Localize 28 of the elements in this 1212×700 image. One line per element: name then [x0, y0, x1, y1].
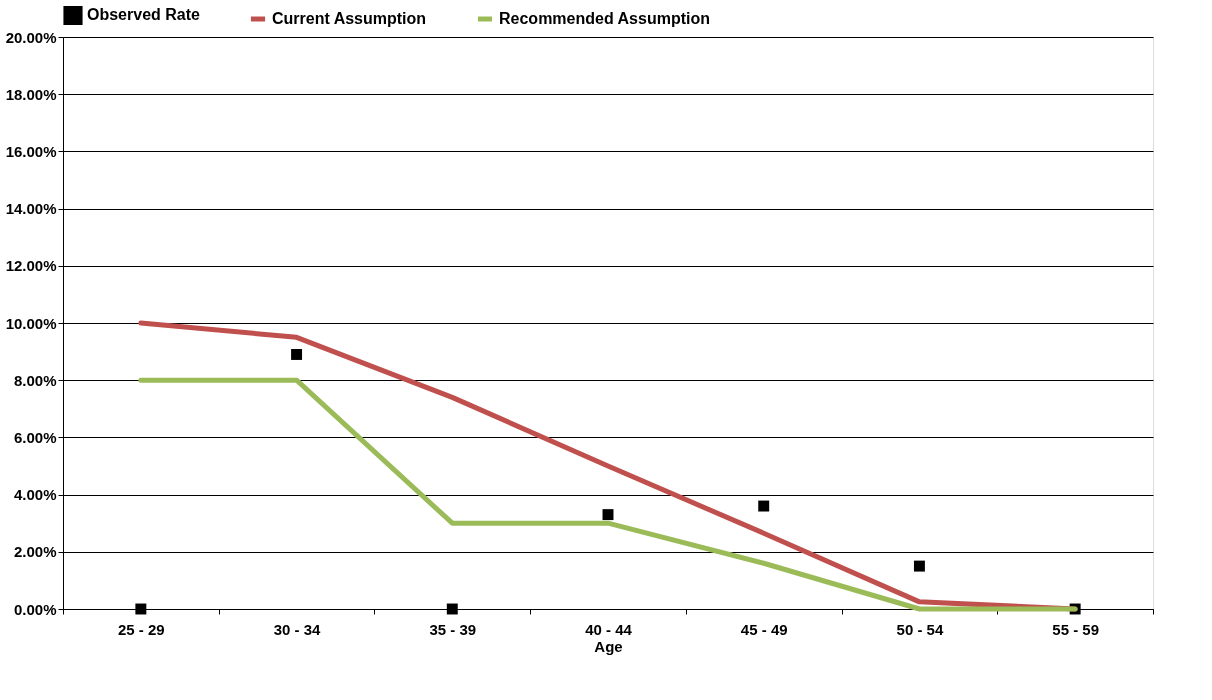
y-tick-label: 8.00% [13, 371, 57, 389]
point [135, 603, 147, 615]
y-tick-label: 18.00% [5, 85, 57, 103]
y-tick-label: 2.00% [13, 543, 57, 561]
x-tick-label: 25 - 29 [118, 620, 165, 638]
point [291, 348, 303, 360]
x-tick-label: 30 - 34 [273, 620, 322, 638]
x-tick-label: 45 - 49 [740, 620, 788, 638]
y-tick-label: 0.00% [13, 600, 57, 618]
y-tick-label: 4.00% [13, 486, 57, 504]
legend-label: Current Assumption [272, 10, 427, 27]
x-axis-title: Age [594, 637, 623, 655]
x-tick-label: 35 - 39 [429, 620, 477, 638]
y-tick-label: 6.00% [13, 428, 57, 446]
y-tick-label: 20.00% [5, 28, 57, 46]
x-tick-label: 40 - 44 [585, 620, 633, 638]
point [913, 560, 925, 572]
point [602, 509, 614, 521]
legend-label: Recommended Assumption [499, 10, 710, 27]
point [446, 603, 458, 615]
legend-label: Observed Rate [87, 6, 201, 24]
x-tick-label: 50 - 54 [896, 620, 944, 638]
y-tick-label: 14.00% [5, 200, 57, 218]
y-tick-label: 12.00% [5, 257, 57, 275]
point [758, 500, 770, 512]
y-tick-label: 16.00% [5, 142, 57, 160]
x-tick-label: 55 - 59 [1052, 620, 1099, 638]
y-tick-label: 10.00% [5, 314, 57, 332]
